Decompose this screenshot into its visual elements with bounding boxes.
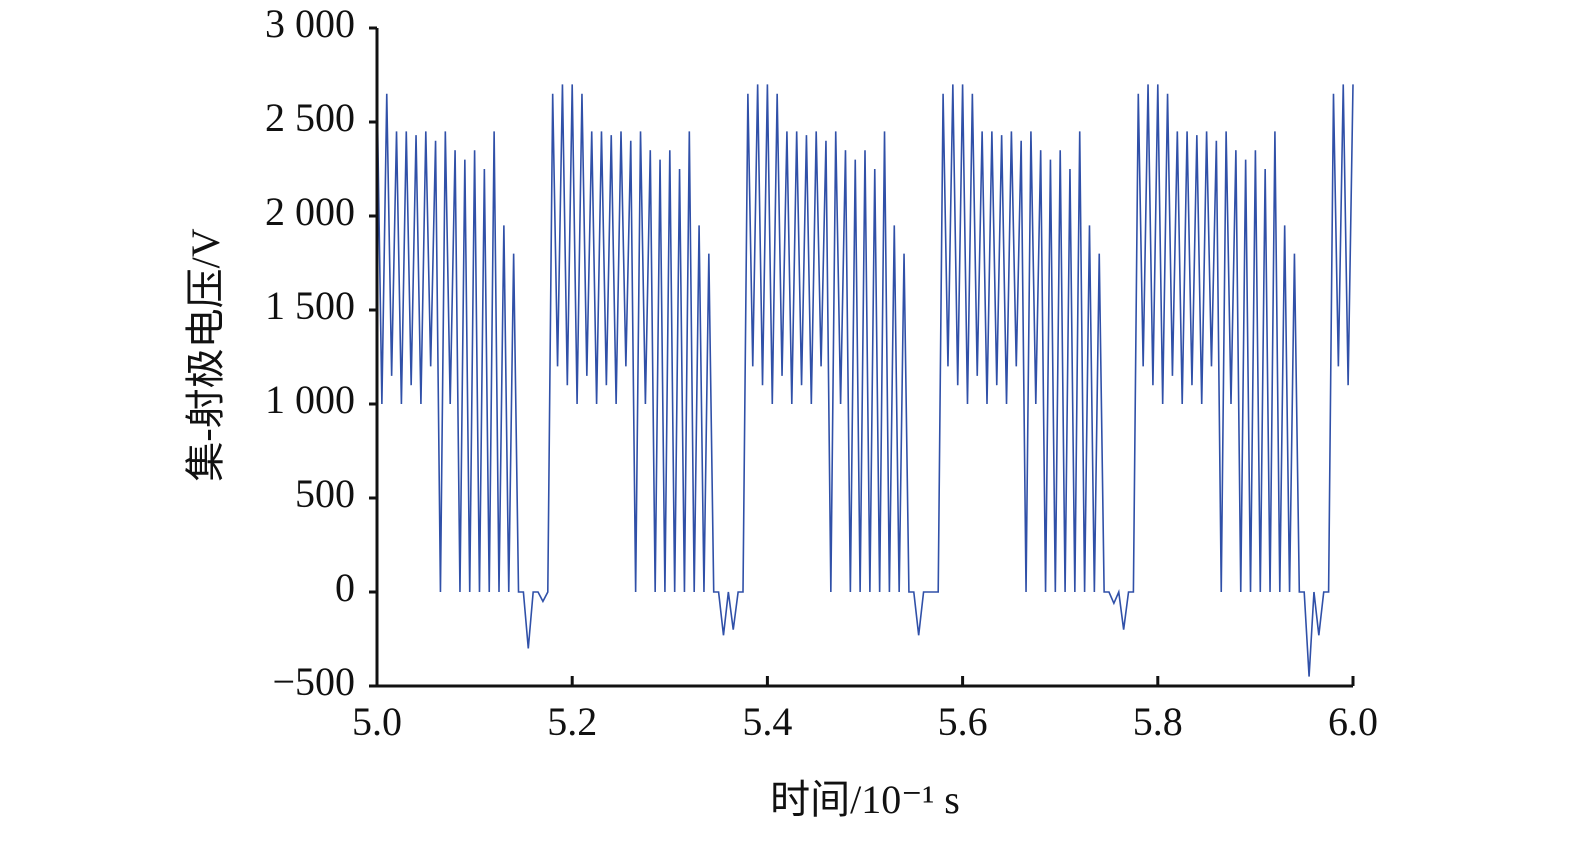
x-tick-label: 5.4 bbox=[742, 699, 792, 744]
y-tick-label: 1 500 bbox=[265, 283, 355, 328]
y-tick-label: 3 000 bbox=[265, 1, 355, 46]
data-line bbox=[376, 84, 1354, 677]
x-tick-label: 5.8 bbox=[1133, 699, 1183, 744]
x-tick-label: 5.6 bbox=[938, 699, 988, 744]
y-tick-label: −500 bbox=[272, 659, 355, 704]
x-tick-label: 6.0 bbox=[1328, 699, 1378, 744]
x-tick-label: 5.2 bbox=[547, 699, 597, 744]
y-tick-label: 0 bbox=[335, 565, 355, 610]
x-axis-label: 时间/10⁻¹ s bbox=[770, 777, 960, 822]
y-tick-label: 500 bbox=[295, 471, 355, 516]
y-tick-label: 2 500 bbox=[265, 95, 355, 140]
y-tick-label: 1 000 bbox=[265, 377, 355, 422]
y-tick-label: 2 000 bbox=[265, 189, 355, 234]
y-axis-label: 集-射极电压/V bbox=[183, 228, 228, 481]
x-tick-label: 5.0 bbox=[352, 699, 402, 744]
